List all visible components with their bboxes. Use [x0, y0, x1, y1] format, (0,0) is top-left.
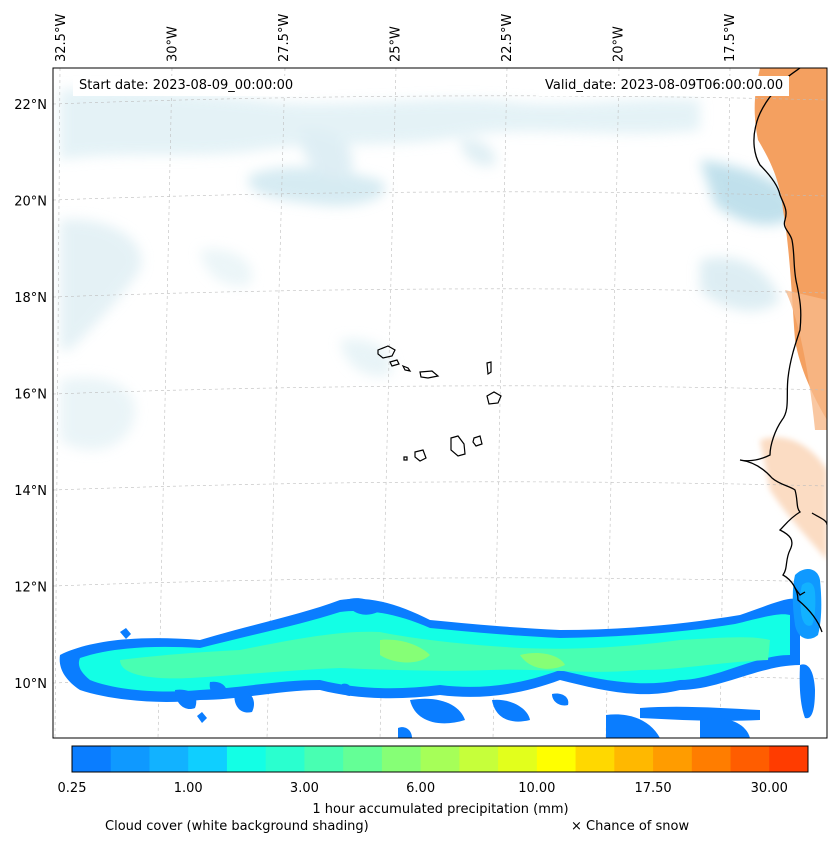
colorbar-swatch: [498, 746, 538, 772]
colorbar-swatch: [769, 746, 809, 772]
colorbar-swatch: [614, 746, 654, 772]
longitude-label: 30°W: [166, 26, 181, 62]
colorbar-swatch: [420, 746, 460, 772]
colorbar-swatch: [110, 746, 150, 772]
colorbar-frame: [71, 745, 809, 773]
colorbar-label: 1 hour accumulated precipitation (mm): [312, 802, 569, 817]
colorbar-swatch: [575, 746, 615, 772]
land-heat-layer: [754, 68, 827, 560]
longitude-label: 17.5°W: [723, 14, 738, 62]
longitude-label: 22.5°W: [500, 14, 515, 62]
colorbar-swatch: [730, 746, 770, 772]
colorbar-swatch: [459, 746, 499, 772]
longitude-label: 25°W: [389, 26, 404, 62]
latitude-label: 20°N: [14, 195, 47, 210]
colorbar-swatch: [304, 746, 344, 772]
colorbar-tick-label: 10.00: [518, 781, 556, 796]
latitude-label: 18°N: [14, 291, 47, 306]
cloud-cover-legend: Cloud cover (white background shading): [105, 819, 369, 834]
latitude-label: 22°N: [14, 98, 47, 113]
cloud-cover-layer: [60, 88, 800, 450]
colorbar-swatch: [72, 746, 112, 772]
colorbar-swatch: [149, 746, 189, 772]
latitude-labels: 22°N 20°N 18°N 16°N 14°N 12°N 10°N: [14, 98, 47, 692]
longitude-labels: 32.5°W 30°W 27.5°W 25°W 22.5°W 20°W 17.5°W: [54, 14, 738, 62]
colorbar-swatch: [691, 746, 732, 772]
colorbar-swatch: [536, 746, 577, 772]
colorbar-tick-label: 1.00: [173, 781, 203, 796]
colorbar-swatch: [226, 746, 267, 772]
colorbar-tick-label: 3.00: [289, 781, 319, 796]
snow-legend: × Chance of snow: [571, 819, 690, 834]
start-date-label: Start date: 2023-08-09_00:00:00: [73, 76, 300, 96]
precipitation-layer: [59, 568, 822, 738]
colorbar-swatch: [265, 746, 305, 772]
valid-date-label: Valid_date: 2023-08-09T06:00:00.00: [539, 76, 790, 96]
colorbar-swatch: [188, 746, 228, 772]
colorbar-tick-label: 0.25: [57, 781, 87, 796]
colorbar: [71, 745, 809, 773]
colorbar-swatch: [381, 746, 422, 772]
colorbar-swatch: [653, 746, 693, 772]
latitude-label: 14°N: [14, 484, 47, 499]
colorbar-swatch: [343, 746, 383, 772]
latitude-label: 16°N: [14, 388, 47, 403]
colorbar-tick-label: 17.50: [634, 781, 672, 796]
map-frame: [52, 67, 828, 739]
latitude-label: 12°N: [14, 581, 47, 596]
longitude-label: 27.5°W: [277, 14, 292, 62]
cape-verde-islands: [377, 345, 502, 462]
colorbar-tick-label: 6.00: [406, 781, 436, 796]
latitude-label: 10°N: [14, 677, 47, 692]
colorbar-tick-label: 30.00: [750, 781, 788, 796]
longitude-label: 32.5°W: [54, 14, 69, 62]
longitude-label: 20°W: [612, 26, 627, 62]
